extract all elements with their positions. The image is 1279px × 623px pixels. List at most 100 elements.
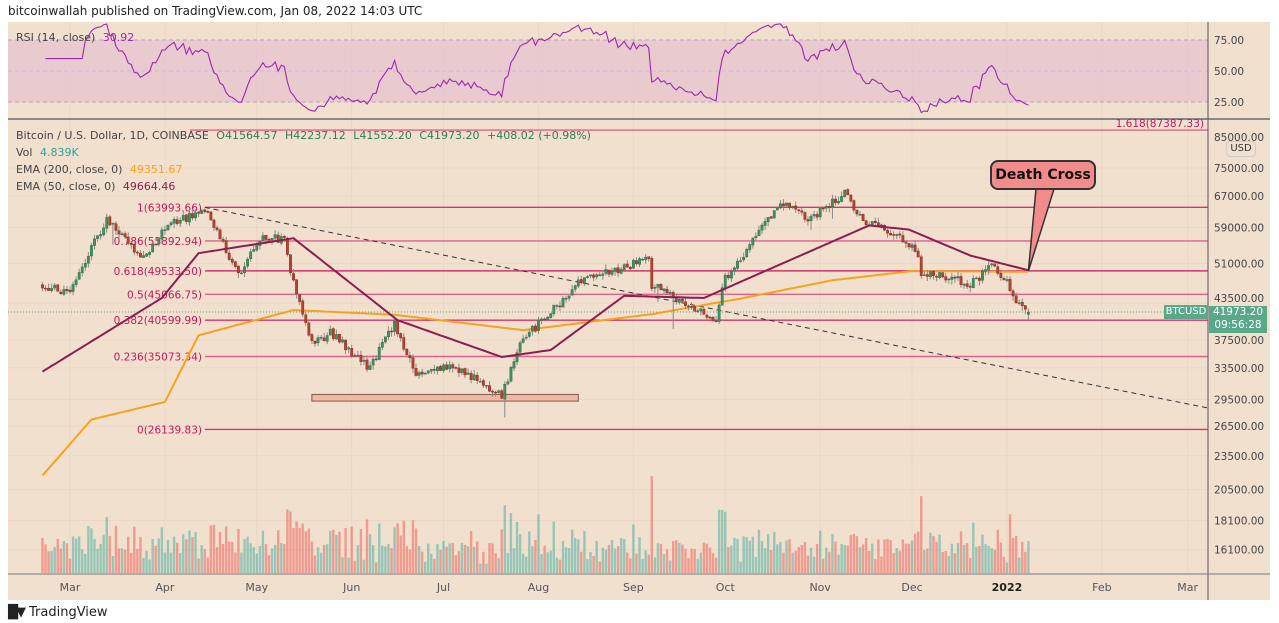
candle-body [292,273,295,281]
candle-body [68,289,72,293]
volume-bar [433,558,436,573]
volume-bar [748,540,751,573]
volume-bar [509,512,513,573]
candle-body [555,305,559,307]
candle-body [947,278,951,281]
support-box[interactable] [311,393,579,402]
volume-bar [332,529,335,573]
volume-bar [267,555,271,573]
time-axis[interactable]: Mar Apr May Jun Jul Aug Sep Oct Nov Dec 2022 Feb Mar [60,581,1199,594]
volume-bar [200,545,203,573]
volume-bar [684,548,687,573]
volume-bar [203,549,206,573]
bar-countdown: 09:56:28 [1214,319,1262,331]
candle-body [720,287,724,306]
candle-body [558,305,562,308]
volume-bar [935,541,938,573]
candle-body [163,229,167,231]
time-tick-label: 2022 [992,581,1023,594]
currency-button[interactable]: USD [1226,141,1256,157]
volume-bar [163,552,167,573]
candle-body [1017,302,1021,304]
volume-bar [668,560,672,573]
volume-bar [867,551,871,573]
candle-body [393,320,396,332]
volume-bar [313,555,317,573]
candle-body [246,258,249,267]
candle-body [919,256,923,276]
volume-bar [335,534,338,573]
volume-bar [234,552,237,573]
volume-bar [423,561,427,573]
candle-body [815,214,819,218]
candle-body [457,367,461,373]
candle-body [647,256,651,260]
volume-bar [727,547,730,573]
volume-bar [47,551,50,573]
candle-body [408,355,412,359]
volume-bar [745,537,748,573]
volume-bar [280,542,283,573]
tradingview-brand[interactable]: █▼ TradingView [8,605,108,620]
volume-bar [996,529,999,573]
death-cross-callout[interactable]: Death Cross [990,160,1096,190]
volume-bar [139,536,142,573]
candle-body [576,279,580,287]
candle-body [157,238,161,245]
volume-bar [534,539,537,573]
candle-body [402,337,406,350]
volume-bar [825,547,828,573]
candle-body [154,243,158,246]
candle-body [132,244,136,253]
volume-bar [273,544,277,573]
volume-bar [662,554,666,573]
volume-bar [932,536,935,573]
volume-bar [650,476,653,573]
candle-body [445,364,449,370]
candle-body [1023,305,1027,310]
candle-body [74,279,78,285]
volume-bar [846,545,849,573]
candle-body [218,229,222,240]
volume-bar [757,529,761,573]
candle-body [512,361,516,369]
candle-body [62,289,66,295]
candle-body [83,262,87,268]
volume-bar [953,553,957,573]
candle-body [889,233,893,236]
volume-bar [852,533,856,573]
candle-body [601,273,605,276]
candle-body [188,212,191,223]
volume-bar [751,536,755,573]
candle-body [469,373,473,380]
candle-body [1014,295,1018,304]
volume-bar [463,544,467,573]
volume-bar [822,558,825,573]
volume-bar [714,557,718,573]
candle-body [653,286,657,289]
tradingview-logo-icon: █▼ [8,605,26,620]
volume-bar [56,539,59,573]
candle-body [1011,290,1015,297]
volume-bar [604,549,608,573]
volume-bar [818,530,822,573]
price-axis[interactable]: 75000.00 67000.00 59000.00 51000.00 43500.00… [1214,35,1264,557]
candle-body [233,261,237,267]
volume-bar [96,548,99,573]
candle-body [353,355,357,357]
candle-body [488,385,491,392]
candle-body [328,328,332,336]
volume-bar [975,546,978,573]
volume-bar [347,557,350,573]
candle-body [791,206,795,208]
candle-body [583,277,586,284]
candle-body [169,222,173,225]
fib-level-label: 1.618(87387.33) [1116,118,1204,130]
volume-bar [93,538,96,573]
volume-bar [319,552,323,573]
candles [41,188,1030,418]
volume-bar [623,539,626,573]
candle-body [904,241,908,244]
price-tick-label: 85000.00 [1214,132,1264,144]
